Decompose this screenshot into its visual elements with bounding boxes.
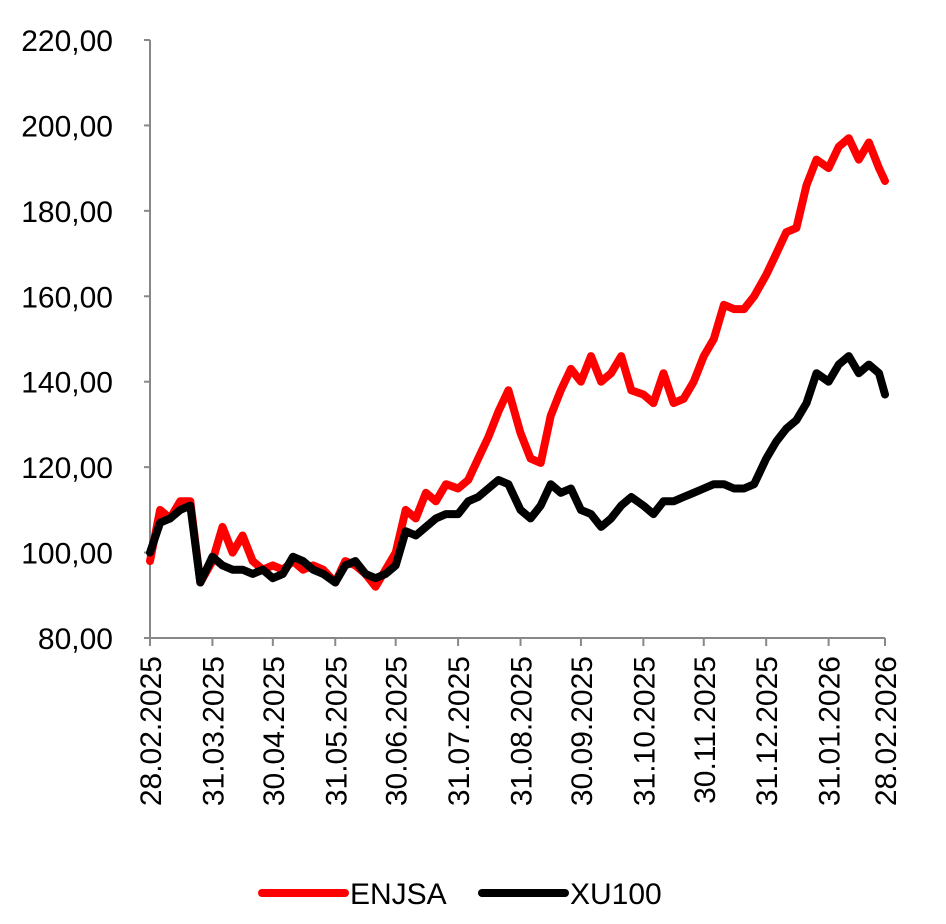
series-line-enjsa [146, 134, 889, 591]
x-tick-label: 31.01.2026 [814, 656, 847, 806]
y-tick-label: 200,00 [21, 110, 113, 143]
x-axis-tick-labels: 28.02.2025 31.03.2025 30.04.2025 31.05.2025… [135, 638, 903, 806]
x-tick-label: 30.11.2025 [689, 656, 722, 804]
legend-label-enjsa: ENJSA [350, 878, 447, 911]
x-tick-label: 31.12.2025 [751, 656, 784, 806]
x-tick-label: 31.10.2025 [628, 656, 661, 806]
legend-label-xu100: XU100 [570, 878, 662, 911]
y-axis-tick-labels: 80,00 100,00 120,00 140,00 160,00 180,00 200,0… [21, 25, 150, 656]
chart-axes [149, 40, 885, 639]
y-tick-label: 80,00 [38, 623, 113, 656]
y-tick-label: 140,00 [21, 367, 113, 400]
x-tick-label: 31.07.2025 [443, 656, 476, 806]
x-tick-label: 28.02.2026 [870, 656, 903, 806]
series-line-xu100 [146, 352, 889, 587]
y-tick-label: 180,00 [21, 196, 113, 229]
y-tick-label: 120,00 [21, 452, 113, 485]
x-tick-label: 31.08.2025 [506, 656, 539, 806]
y-tick-label: 220,00 [21, 25, 113, 58]
x-tick-label: 31.03.2025 [197, 656, 230, 806]
chart-legend: ENJSA XU100 [258, 878, 662, 911]
chart-series [146, 134, 889, 591]
y-tick-label: 100,00 [21, 538, 113, 571]
x-tick-label: 30.06.2025 [381, 656, 414, 806]
x-tick-label: 28.02.2025 [135, 656, 168, 806]
y-tick-label: 160,00 [21, 281, 113, 314]
x-tick-label: 30.09.2025 [566, 656, 599, 806]
x-tick-label: 31.05.2025 [320, 656, 353, 806]
x-tick-label: 30.04.2025 [258, 656, 291, 806]
